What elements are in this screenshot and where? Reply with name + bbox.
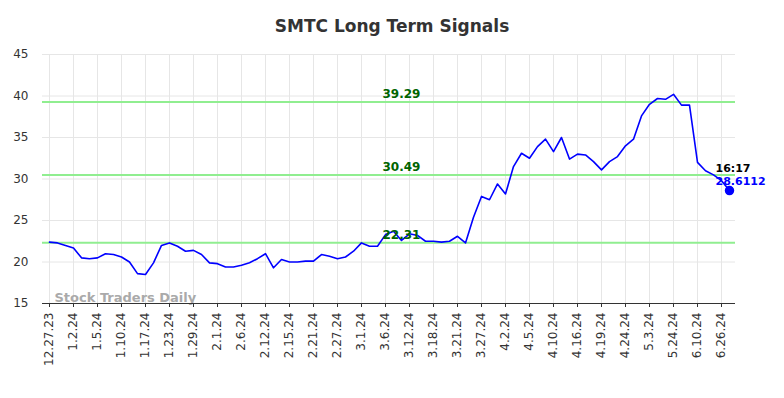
svg-text:4.19.24: 4.19.24 bbox=[594, 313, 608, 359]
svg-text:16:17: 16:17 bbox=[716, 162, 751, 175]
svg-text:45: 45 bbox=[13, 47, 28, 61]
svg-text:2.15.24: 2.15.24 bbox=[282, 313, 296, 359]
svg-text:1.17.24: 1.17.24 bbox=[138, 313, 152, 359]
svg-text:20: 20 bbox=[13, 255, 28, 269]
svg-text:3.12.24: 3.12.24 bbox=[402, 313, 416, 359]
svg-text:40: 40 bbox=[13, 89, 28, 103]
svg-text:4.5.24: 4.5.24 bbox=[522, 313, 536, 351]
svg-text:3.27.24: 3.27.24 bbox=[474, 313, 488, 359]
svg-text:3.21.24: 3.21.24 bbox=[450, 313, 464, 359]
svg-text:30: 30 bbox=[13, 172, 28, 186]
svg-text:4.2.24: 4.2.24 bbox=[498, 313, 512, 351]
svg-text:3.18.24: 3.18.24 bbox=[426, 313, 440, 359]
svg-text:22.31: 22.31 bbox=[383, 228, 421, 242]
svg-text:1.23.24: 1.23.24 bbox=[162, 313, 176, 359]
svg-text:4.24.24: 4.24.24 bbox=[618, 313, 632, 359]
svg-text:2.1.24: 2.1.24 bbox=[210, 313, 224, 351]
svg-text:5.3.24: 5.3.24 bbox=[642, 313, 656, 351]
svg-text:4.10.24: 4.10.24 bbox=[546, 313, 560, 359]
svg-text:2.27.24: 2.27.24 bbox=[330, 313, 344, 359]
svg-text:30.49: 30.49 bbox=[383, 160, 421, 174]
svg-text:2.6.24: 2.6.24 bbox=[234, 313, 248, 351]
svg-text:6.26.24: 6.26.24 bbox=[714, 313, 728, 359]
svg-text:1.5.24: 1.5.24 bbox=[90, 313, 104, 351]
svg-text:5.24.24: 5.24.24 bbox=[666, 313, 680, 359]
svg-text:2.12.24: 2.12.24 bbox=[258, 313, 272, 359]
svg-text:4.16.24: 4.16.24 bbox=[570, 313, 584, 359]
svg-text:12.27.23: 12.27.23 bbox=[42, 313, 56, 366]
svg-text:3.6.24: 3.6.24 bbox=[378, 313, 392, 351]
svg-text:35: 35 bbox=[13, 130, 28, 144]
svg-text:25: 25 bbox=[13, 213, 28, 227]
html-text:SMTC Long Term Signals: SMTC Long Term Signals bbox=[274, 16, 510, 36]
svg-text:1.10.24: 1.10.24 bbox=[114, 313, 128, 359]
svg-text:39.29: 39.29 bbox=[383, 87, 421, 101]
svg-text:15: 15 bbox=[13, 296, 28, 310]
svg-text:3.1.24: 3.1.24 bbox=[354, 313, 368, 351]
svg-text:1.2.24: 1.2.24 bbox=[66, 313, 80, 351]
svg-text:2.21.24: 2.21.24 bbox=[306, 313, 320, 359]
svg-text:Stock Traders Daily: Stock Traders Daily bbox=[55, 290, 197, 305]
svg-text:28.6112: 28.6112 bbox=[716, 175, 766, 188]
svg-text:6.10.24: 6.10.24 bbox=[690, 313, 704, 359]
svg-text:1.29.24: 1.29.24 bbox=[186, 313, 200, 359]
